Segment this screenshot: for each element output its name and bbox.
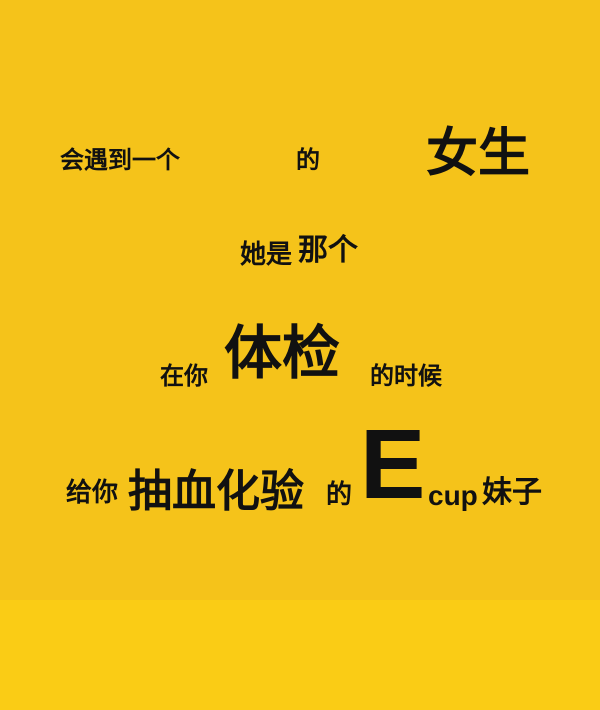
line3-text-c: 的时候 <box>370 362 442 390</box>
line2-text-b: 那个 <box>298 233 358 268</box>
line1-text-b: 的 <box>296 146 320 174</box>
line4-text-c: 的 <box>326 480 353 510</box>
line4-big-letter: E <box>360 409 426 519</box>
line4-text-b: 抽血化验 <box>128 466 304 517</box>
line1-text-c: 女生 <box>426 124 531 184</box>
bottom-band <box>0 600 600 710</box>
line3-text-b: 体检 <box>224 319 341 387</box>
line4-text-d: cup <box>428 480 478 511</box>
line4-text-a: 给你 <box>66 478 119 508</box>
line1-text-a: 会遇到一个 <box>60 146 180 174</box>
line2-text-a: 她是 <box>240 240 293 270</box>
line3-text-a: 在你 <box>160 362 208 390</box>
line4-text-e: 妹子 <box>482 475 542 510</box>
